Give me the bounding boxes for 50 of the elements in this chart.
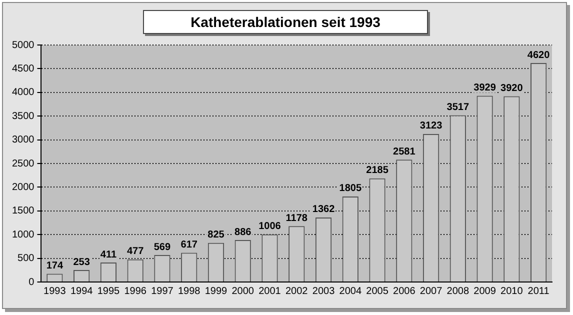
chart-title: Katheterablationen seit 1993 (143, 10, 428, 34)
data-label: 886 (234, 226, 252, 238)
data-label: 174 (46, 260, 64, 272)
data-label: 253 (73, 256, 90, 268)
y-tick-label: 0 (28, 276, 35, 288)
x-tick-label: 1997 (151, 286, 174, 297)
x-tick-label: 2003 (312, 286, 336, 297)
y-tick-label: 500 (18, 253, 35, 264)
x-tick-label: 1995 (97, 286, 120, 297)
x-tick-label: 1999 (204, 286, 228, 297)
x-tick-label: 2010 (500, 286, 524, 297)
x-tick-label: 2000 (232, 286, 254, 297)
data-label: 1178 (286, 212, 308, 224)
y-tick-label: 1000 (12, 229, 35, 240)
x-tick-label: 2009 (474, 286, 496, 297)
x-tick-label: 1998 (178, 286, 201, 297)
data-label: 617 (180, 240, 198, 251)
y-tick-label: 3500 (12, 110, 35, 122)
x-tick-label: 1994 (70, 286, 94, 297)
data-label: 3517 (446, 102, 470, 114)
data-label: 569 (154, 242, 171, 253)
x-tick-label: 2007 (420, 286, 443, 297)
data-label: 3929 (474, 82, 496, 94)
y-tick-label: 2500 (12, 158, 35, 170)
data-label: 3123 (420, 120, 443, 132)
x-tick-label: 2005 (366, 286, 389, 297)
data-label: 2185 (366, 165, 389, 176)
x-tick-label: 2006 (393, 286, 416, 297)
y-tick-label: 2000 (12, 182, 35, 193)
x-tick-label: 2008 (446, 286, 470, 297)
y-tick-label: 1500 (12, 206, 35, 217)
y-tick-label: 3000 (12, 134, 35, 146)
x-tick-label: 2001 (258, 286, 282, 297)
x-tick-label: 2002 (286, 286, 308, 297)
data-label: 477 (126, 246, 144, 258)
data-label: 2581 (393, 146, 416, 158)
y-tick-label: 4500 (12, 63, 35, 74)
x-tick-label: 1996 (124, 286, 147, 297)
x-tick-label: 1993 (44, 286, 66, 297)
y-tick-label: 4000 (12, 87, 35, 98)
data-label: 411 (100, 249, 117, 260)
data-label: 4620 (527, 50, 550, 61)
y-tick-label: 5000 (12, 40, 35, 51)
x-tick-label: 2011 (528, 286, 550, 297)
data-label: 1362 (312, 204, 336, 216)
data-label: 825 (208, 230, 225, 241)
data-label: 3920 (500, 82, 524, 94)
data-label: 1805 (339, 183, 362, 194)
x-tick-label: 2004 (339, 286, 362, 297)
data-label: 1006 (258, 221, 282, 232)
